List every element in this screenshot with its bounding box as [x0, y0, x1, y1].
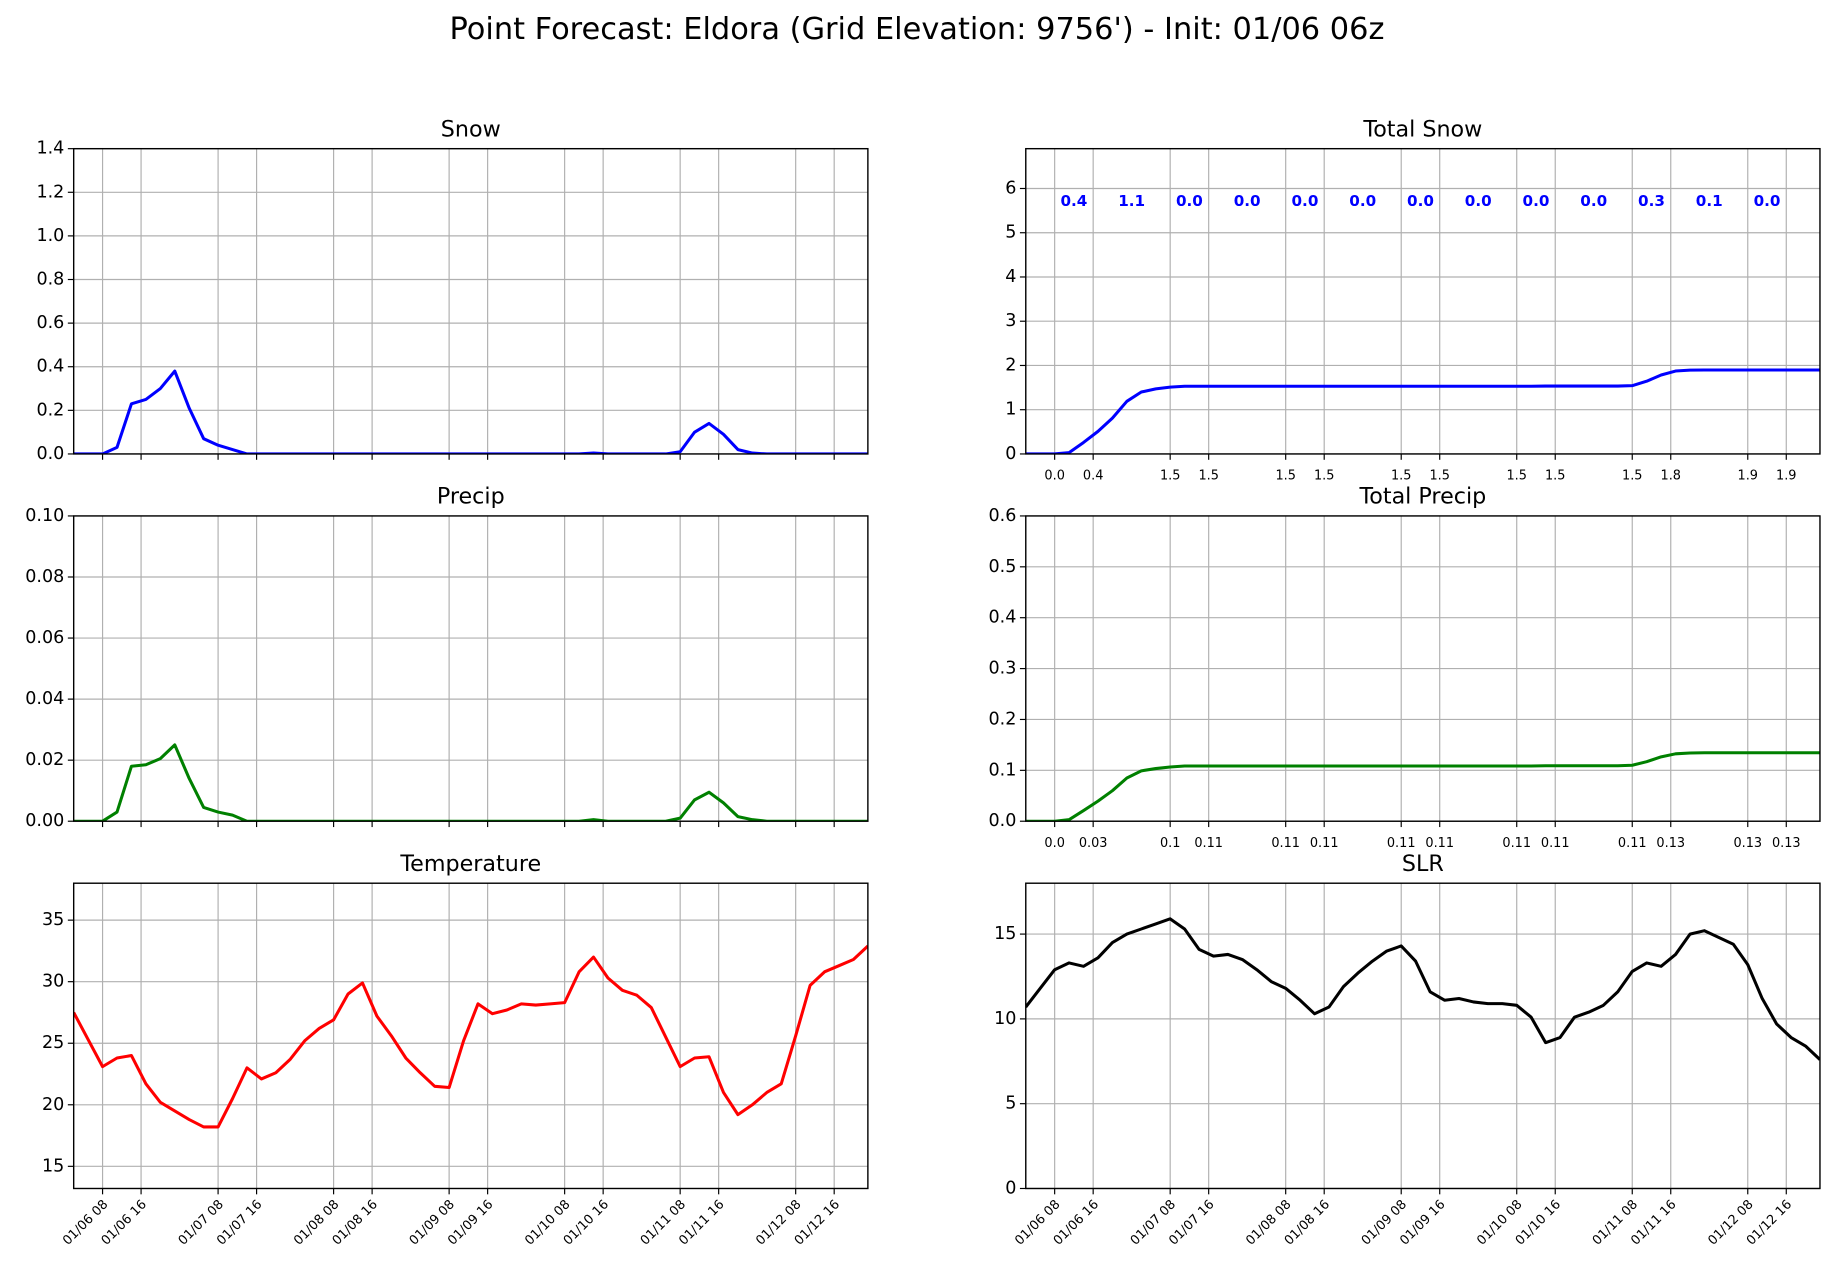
- data-line: [1025, 751, 1820, 822]
- axes-frame: [1025, 147, 1821, 455]
- period-total-label: 0.3: [1638, 192, 1665, 210]
- y-tick-label: 0.3: [989, 659, 1017, 679]
- y-tick-label: 0.0: [989, 811, 1017, 831]
- x-tick-label: 1.5: [1507, 469, 1527, 484]
- axes-frame: [72, 882, 869, 1190]
- y-tick-label: 0.10: [25, 506, 64, 526]
- y-tick-label: 0.02: [25, 750, 64, 770]
- x-tick-label: 0.11: [1502, 836, 1531, 851]
- period-total-label: 0.0: [1176, 192, 1203, 210]
- y-tick-label: 0.2: [36, 400, 64, 420]
- x-tick-label: 1.5: [1545, 469, 1565, 484]
- x-tick-label: 0.11: [1618, 836, 1647, 851]
- period-total-label: 0.1: [1696, 192, 1723, 210]
- period-total-label: 0.0: [1349, 192, 1376, 210]
- x-tick-label: 0.11: [1541, 836, 1570, 851]
- y-tick-label: 1.4: [36, 139, 64, 159]
- x-tick-label: 0.11: [1310, 836, 1339, 851]
- y-tick-label: 35: [42, 910, 64, 930]
- y-tick-label: 5: [1005, 223, 1016, 243]
- axes-frame: [72, 515, 869, 822]
- x-tick-label: 0.0: [1044, 836, 1064, 851]
- x-tick-label: 0.13: [1772, 836, 1801, 851]
- data-line: [73, 944, 868, 1129]
- y-tick-label: 0.00: [25, 811, 64, 831]
- y-tick-label: 15: [42, 1156, 64, 1176]
- y-tick-label: 0.06: [25, 628, 64, 648]
- period-total-label: 0.0: [1407, 192, 1434, 210]
- y-tick-label: 0.6: [989, 506, 1017, 526]
- y-tick-label: 0.4: [989, 608, 1017, 628]
- data-line: [73, 369, 868, 454]
- x-tick-label: 1.5: [1314, 469, 1334, 484]
- axes-frame: [72, 147, 869, 455]
- x-tick-label: 0.11: [1425, 836, 1454, 851]
- chart-title: Total Precip: [1358, 484, 1486, 510]
- y-tick-label: 0.1: [989, 760, 1017, 780]
- axes-frame: [1025, 882, 1821, 1190]
- period-total-label: 1.1: [1118, 192, 1145, 210]
- x-tick-label: 0.11: [1387, 836, 1416, 851]
- chart-title: Total Snow: [1362, 116, 1482, 142]
- y-tick-label: 1.0: [36, 226, 64, 246]
- y-tick-label: 15: [994, 924, 1016, 944]
- y-tick-label: 0.2: [989, 709, 1017, 729]
- period-total-label: 0.0: [1291, 192, 1318, 210]
- y-tick-label: 0.0: [36, 444, 64, 464]
- y-tick-label: 0.4: [36, 357, 64, 377]
- chart-title: Precip: [437, 484, 505, 510]
- data-line: [73, 743, 868, 822]
- x-tick-label: 1.9: [1738, 469, 1758, 484]
- period-total-label: 0.4: [1060, 192, 1087, 210]
- axes-frame: [1025, 515, 1821, 822]
- y-tick-label: 0.5: [989, 557, 1017, 577]
- y-tick-label: 0.04: [25, 689, 64, 709]
- y-tick-label: 0: [1005, 444, 1016, 464]
- chart-title: SLR: [1402, 851, 1444, 877]
- y-tick-label: 0.8: [36, 270, 64, 290]
- period-total-label: 0.0: [1523, 192, 1550, 210]
- x-tick-label: 0.11: [1194, 836, 1223, 851]
- period-total-label: 0.0: [1234, 192, 1261, 210]
- x-tick-label: 0.11: [1271, 836, 1300, 851]
- x-tick-label: 0.13: [1733, 836, 1762, 851]
- x-tick-label: 1.5: [1198, 469, 1218, 484]
- x-tick-label: 0.03: [1079, 836, 1108, 851]
- y-tick-label: 1.2: [36, 182, 64, 202]
- period-total-label: 0.0: [1465, 192, 1492, 210]
- y-tick-label: 3: [1005, 311, 1016, 331]
- x-tick-label: 1.5: [1391, 469, 1411, 484]
- y-tick-label: 0.08: [25, 567, 64, 587]
- y-tick-label: 0: [1005, 1178, 1016, 1198]
- period-total-label: 0.0: [1580, 192, 1607, 210]
- chart-title: Temperature: [399, 851, 541, 877]
- y-tick-label: 10: [994, 1009, 1016, 1029]
- y-tick-label: 1: [1005, 400, 1016, 420]
- figure-title: Point Forecast: Eldora (Grid Elevation: …: [450, 12, 1385, 47]
- data-line: [1025, 368, 1820, 454]
- y-tick-label: 4: [1005, 267, 1016, 287]
- x-tick-label: 1.5: [1275, 469, 1295, 484]
- x-tick-label: 1.5: [1429, 469, 1449, 484]
- x-tick-label: 1.8: [1661, 469, 1681, 484]
- chart-title: Snow: [441, 116, 501, 142]
- x-tick-label: 0.1: [1160, 836, 1180, 851]
- y-tick-label: 20: [42, 1095, 64, 1115]
- data-line: [1025, 917, 1820, 1061]
- y-tick-label: 0.6: [36, 313, 64, 333]
- x-tick-label: 1.5: [1622, 469, 1642, 484]
- x-tick-label: 0.4: [1083, 469, 1103, 484]
- x-tick-label: 1.5: [1160, 469, 1180, 484]
- x-tick-label: 1.9: [1776, 469, 1796, 484]
- y-tick-label: 6: [1005, 178, 1016, 198]
- y-tick-label: 25: [42, 1033, 64, 1053]
- y-tick-label: 30: [42, 972, 64, 992]
- x-tick-label: 0.13: [1656, 836, 1685, 851]
- x-tick-label: 0.0: [1044, 469, 1064, 484]
- y-tick-label: 5: [1005, 1094, 1016, 1114]
- period-total-label: 0.0: [1754, 192, 1781, 210]
- y-tick-label: 2: [1005, 355, 1016, 375]
